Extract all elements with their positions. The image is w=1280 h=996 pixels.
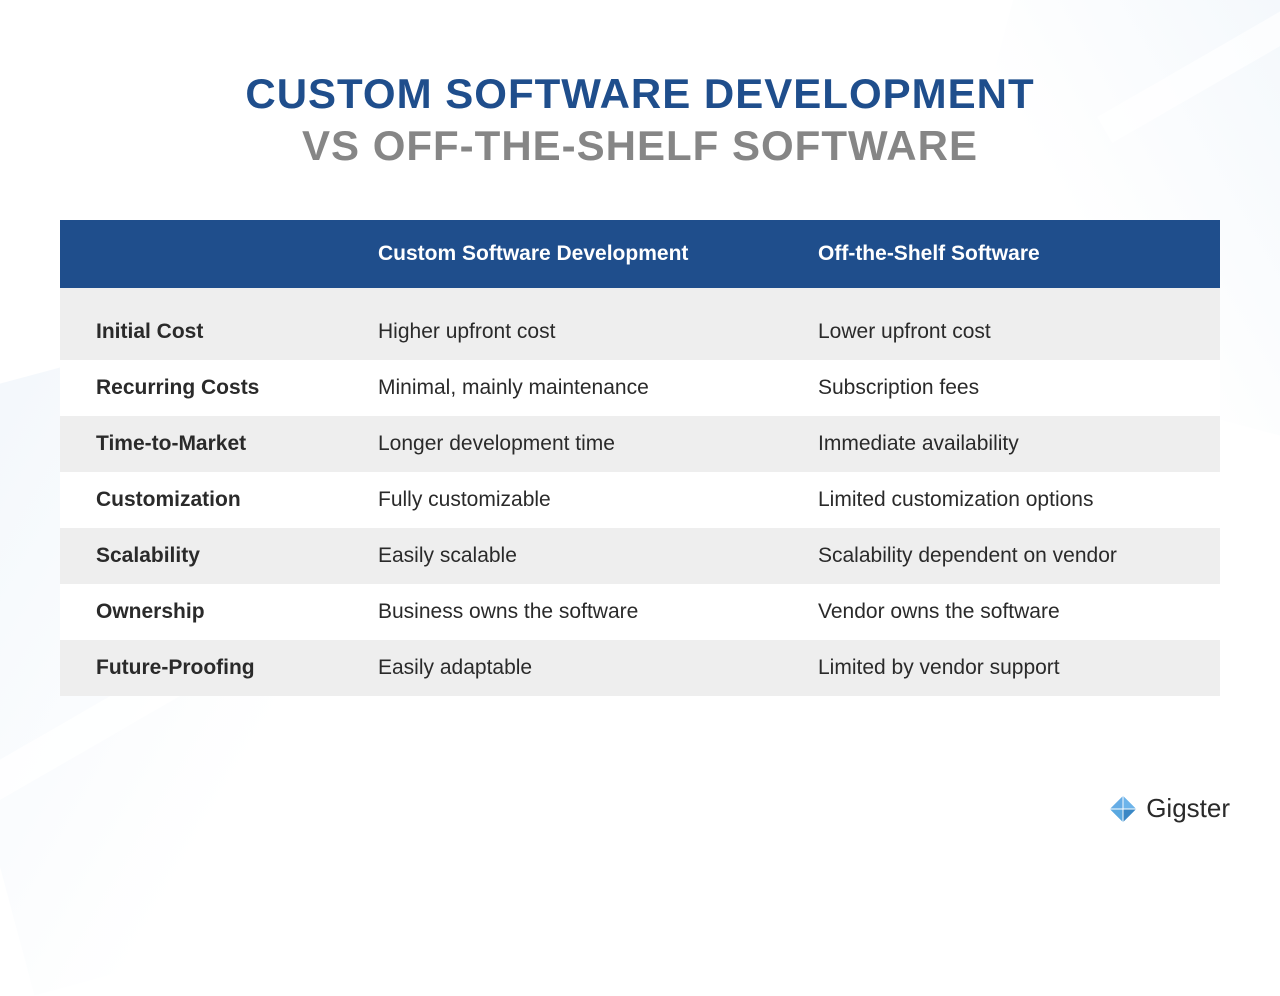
table-body: Initial Cost Higher upfront cost Lower u… <box>60 288 1220 696</box>
table-row: Customization Fully customizable Limited… <box>60 472 1220 528</box>
title-line-2: VS OFF-THE-SHELF SOFTWARE <box>60 122 1220 170</box>
row-offshelf-value: Scalability dependent on vendor <box>800 528 1220 584</box>
row-custom-value: Minimal, mainly maintenance <box>360 360 800 416</box>
table-header-blank <box>60 220 360 288</box>
row-custom-value: Higher upfront cost <box>360 288 800 360</box>
title-block: CUSTOM SOFTWARE DEVELOPMENT VS OFF-THE-S… <box>60 70 1220 170</box>
row-custom-value: Easily scalable <box>360 528 800 584</box>
table-header-custom: Custom Software Development <box>360 220 800 288</box>
row-offshelf-value: Lower upfront cost <box>800 288 1220 360</box>
row-offshelf-value: Limited by vendor support <box>800 640 1220 696</box>
table-header-offshelf: Off-the-Shelf Software <box>800 220 1220 288</box>
title-line-1: CUSTOM SOFTWARE DEVELOPMENT <box>60 70 1220 118</box>
row-custom-value: Business owns the software <box>360 584 800 640</box>
row-custom-value: Longer development time <box>360 416 800 472</box>
row-custom-value: Easily adaptable <box>360 640 800 696</box>
table-header-row: Custom Software Development Off-the-Shel… <box>60 220 1220 288</box>
row-offshelf-value: Vendor owns the software <box>800 584 1220 640</box>
comparison-table: Custom Software Development Off-the-Shel… <box>60 220 1220 696</box>
row-label: Ownership <box>60 584 360 640</box>
row-offshelf-value: Immediate availability <box>800 416 1220 472</box>
brand-name: Gigster <box>1146 793 1230 824</box>
row-label: Time-to-Market <box>60 416 360 472</box>
row-label: Future-Proofing <box>60 640 360 696</box>
table-row: Ownership Business owns the software Ven… <box>60 584 1220 640</box>
table-row: Recurring Costs Minimal, mainly maintena… <box>60 360 1220 416</box>
main-container: CUSTOM SOFTWARE DEVELOPMENT VS OFF-THE-S… <box>0 0 1280 736</box>
table-row: Future-Proofing Easily adaptable Limited… <box>60 640 1220 696</box>
row-label: Scalability <box>60 528 360 584</box>
table-row: Time-to-Market Longer development time I… <box>60 416 1220 472</box>
row-custom-value: Fully customizable <box>360 472 800 528</box>
row-label: Recurring Costs <box>60 360 360 416</box>
row-label: Initial Cost <box>60 288 360 360</box>
row-label: Customization <box>60 472 360 528</box>
table-row: Initial Cost Higher upfront cost Lower u… <box>60 288 1220 360</box>
row-offshelf-value: Subscription fees <box>800 360 1220 416</box>
row-offshelf-value: Limited customization options <box>800 472 1220 528</box>
brand-logo: Gigster <box>1108 793 1230 824</box>
gigster-icon <box>1108 794 1138 824</box>
table-row: Scalability Easily scalable Scalability … <box>60 528 1220 584</box>
